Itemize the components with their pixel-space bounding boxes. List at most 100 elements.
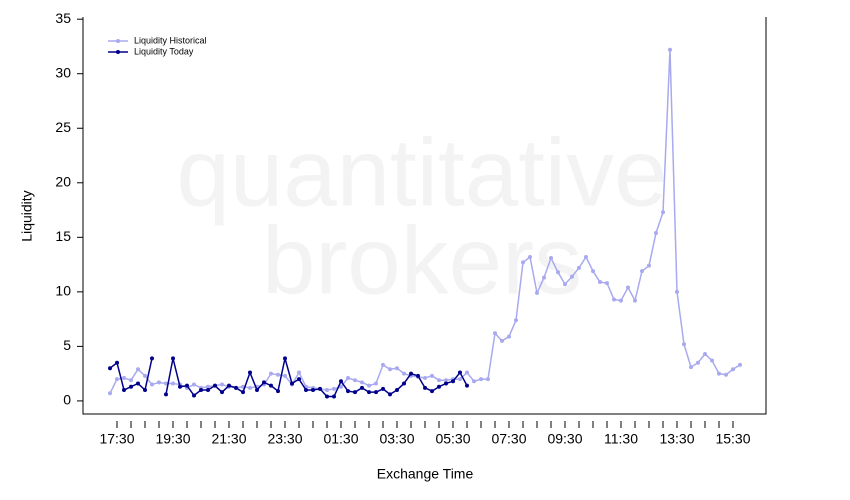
data-point: [570, 274, 574, 279]
data-point: [276, 372, 280, 377]
data-point: [668, 47, 672, 52]
data-point: [332, 394, 336, 399]
x-tick-label: 11:30: [604, 431, 638, 447]
data-point: [388, 392, 392, 397]
data-point: [241, 390, 245, 395]
data-point: [437, 384, 441, 389]
x-axis-label: Exchange Time: [377, 466, 474, 482]
data-point: [227, 383, 231, 388]
data-point: [696, 360, 700, 365]
data-point: [283, 373, 287, 378]
x-tick-label: 05:30: [435, 431, 470, 447]
data-point: [521, 260, 525, 265]
x-tick-label: 17:30: [99, 431, 134, 447]
data-point: [472, 379, 476, 384]
data-point: [507, 334, 511, 339]
x-tick-label: 19:30: [155, 431, 190, 447]
data-point: [451, 379, 455, 384]
data-point: [535, 290, 539, 295]
data-point: [136, 367, 140, 372]
x-tick-label: 07:30: [491, 431, 526, 447]
data-point: [122, 388, 126, 393]
data-point: [409, 371, 413, 376]
data-point: [465, 370, 469, 375]
data-point: [724, 372, 728, 377]
data-point: [192, 393, 196, 398]
data-point: [304, 388, 308, 393]
data-point: [514, 318, 518, 323]
data-point: [374, 390, 378, 395]
data-point: [458, 377, 462, 382]
data-point: [220, 382, 224, 387]
data-point: [360, 380, 364, 385]
watermark: quantitative: [176, 119, 667, 226]
data-point: [185, 383, 189, 388]
data-point: [171, 356, 175, 361]
x-tick-label: 15:30: [715, 431, 750, 447]
x-tick-label: 13:30: [659, 431, 694, 447]
data-point: [416, 373, 420, 378]
data-point: [290, 381, 294, 386]
data-point: [486, 377, 490, 382]
data-point: [339, 379, 343, 384]
data-point: [255, 388, 259, 393]
data-point: [402, 381, 406, 386]
data-point: [157, 380, 161, 385]
data-point: [199, 388, 203, 393]
y-tick-label: 20: [55, 173, 71, 189]
data-point: [206, 388, 210, 393]
data-point: [297, 377, 301, 382]
data-point: [423, 376, 427, 381]
data-point: [360, 385, 364, 390]
data-point: [269, 383, 273, 388]
data-point: [493, 331, 497, 336]
data-point: [500, 338, 504, 343]
data-point: [549, 256, 553, 261]
data-point: [710, 358, 714, 363]
data-point: [220, 390, 224, 395]
data-point: [367, 390, 371, 395]
data-point: [402, 371, 406, 376]
data-point: [605, 281, 609, 286]
data-point: [458, 370, 462, 375]
data-point: [129, 384, 133, 389]
data-point: [682, 342, 686, 347]
data-point: [269, 371, 273, 376]
data-point: [633, 298, 637, 303]
data-point: [444, 378, 448, 383]
data-point: [542, 275, 546, 280]
data-point: [171, 381, 175, 386]
data-point: [528, 254, 532, 259]
data-point: [619, 298, 623, 303]
data-point: [339, 384, 343, 389]
data-point: [437, 378, 441, 383]
data-point: [689, 365, 693, 370]
data-point: [381, 362, 385, 367]
data-point: [556, 270, 560, 275]
data-point: [675, 289, 679, 294]
data-point: [192, 382, 196, 387]
legend-label: Liquidity Historical: [134, 35, 207, 45]
data-point: [248, 370, 252, 375]
data-point: [444, 381, 448, 386]
legend-marker: [116, 50, 120, 54]
data-point: [395, 388, 399, 393]
data-point: [150, 382, 154, 387]
data-point: [311, 388, 315, 393]
data-point: [395, 366, 399, 371]
data-point: [150, 356, 154, 361]
data-point: [381, 386, 385, 391]
data-point: [479, 377, 483, 382]
data-point: [332, 386, 336, 391]
data-point: [136, 381, 140, 386]
watermark: brokers: [262, 207, 582, 314]
data-point: [143, 388, 147, 393]
data-point: [367, 383, 371, 388]
data-point: [626, 285, 630, 290]
y-tick-label: 5: [63, 337, 71, 353]
y-tick-label: 15: [55, 228, 71, 244]
data-point: [164, 381, 168, 386]
data-point: [423, 385, 427, 390]
legend-marker: [116, 39, 120, 43]
